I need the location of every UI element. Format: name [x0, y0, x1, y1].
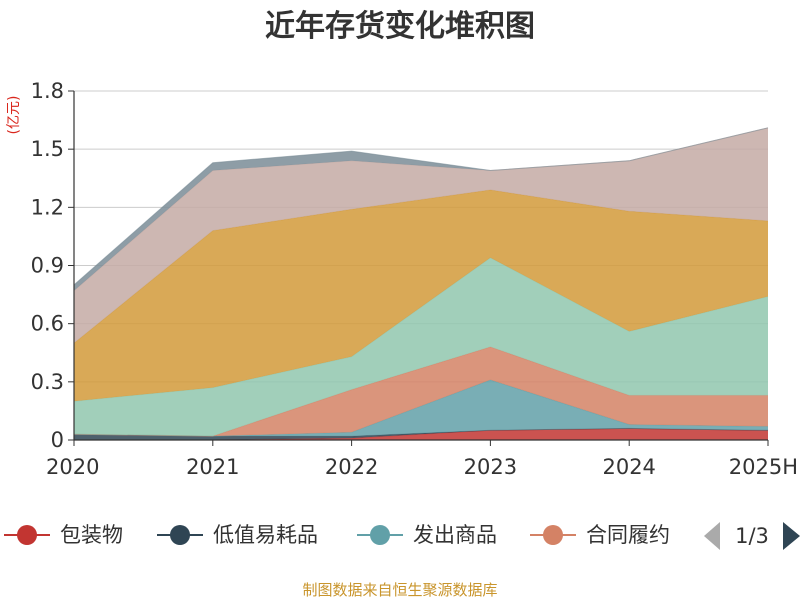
- legend-item[interactable]: 发出商品: [357, 523, 497, 547]
- x-tick-labels: 2020 2021 2022 2023 2024 2025H: [46, 440, 798, 479]
- legend-label: 合同履约: [586, 523, 670, 547]
- x-tick-label: 2022: [325, 455, 378, 479]
- legend-items: 包装物 低值易耗品 发出商品 合同履约: [4, 523, 670, 547]
- y-tick-label: 0.9: [31, 254, 64, 278]
- y-tick-label: 1.8: [31, 79, 64, 103]
- chart-title: 近年存货变化堆积图: [265, 9, 535, 44]
- legend-label: 发出商品: [413, 523, 497, 547]
- area-series-5: [74, 189, 768, 402]
- legend-marker-icon: [170, 525, 190, 545]
- area-series-group: [73, 127, 769, 441]
- x-tick-label: 2020: [46, 455, 99, 479]
- area-series-3: [74, 346, 768, 437]
- legend-pager: 1/3: [704, 522, 800, 550]
- legend-marker-icon: [17, 525, 37, 545]
- legend-marker-icon: [370, 525, 390, 545]
- area-series-4: [74, 257, 768, 437]
- legend-page-indicator: 1/3: [735, 524, 769, 548]
- y-axis-unit: (亿元): [6, 96, 22, 135]
- legend-item[interactable]: 低值易耗品: [157, 523, 318, 547]
- x-tick-label: 2023: [464, 455, 517, 479]
- area-series-6: [74, 127, 768, 344]
- legend-label: 低值易耗品: [213, 523, 318, 547]
- x-tick-label: 2025H: [729, 455, 798, 479]
- y-tick-label: 0: [51, 428, 64, 452]
- area-series-line-7: [73, 127, 769, 286]
- legend-marker-icon: [543, 525, 563, 545]
- area-series-1: [74, 428, 768, 440]
- legend-label: 包装物: [60, 523, 123, 547]
- y-tick-label: 0.6: [31, 312, 64, 336]
- legend-next-arrow-icon[interactable]: [783, 522, 800, 550]
- y-tick-labels: 0 0.3 0.6 0.9 1.2 1.5 1.8: [31, 79, 74, 452]
- data-source-note: 制图数据来自恒生聚源数据库: [302, 581, 497, 599]
- legend-item[interactable]: 包装物: [4, 523, 123, 547]
- area-series-2: [74, 379, 768, 437]
- y-tick-label: 1.2: [31, 195, 64, 219]
- y-tick-label: 1.5: [31, 137, 64, 161]
- y-tick-label: 0.3: [31, 370, 64, 394]
- legend-prev-arrow-icon[interactable]: [704, 522, 720, 550]
- legend: 包装物 低值易耗品 发出商品 合同履约: [4, 523, 670, 547]
- x-tick-label: 2024: [602, 455, 655, 479]
- legend-item[interactable]: 合同履约: [530, 523, 670, 547]
- area-series-line-5: [73, 189, 769, 344]
- x-tick-label: 2021: [186, 455, 239, 479]
